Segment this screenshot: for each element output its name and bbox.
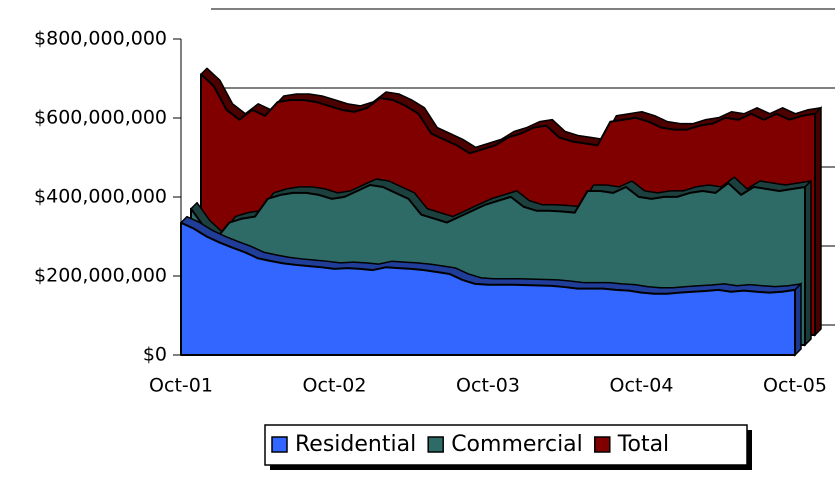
legend-swatch	[271, 436, 288, 453]
y-tick-label: $600,000,000	[34, 107, 167, 129]
y-tick-label: $0	[143, 344, 167, 366]
x-tick-label: Oct-01	[149, 375, 213, 397]
legend: Residential Commercial Total	[264, 424, 752, 470]
y-tick-label: $200,000,000	[34, 265, 167, 287]
legend-label: Commercial	[451, 432, 583, 457]
area	[180, 221, 796, 356]
legend-label: Residential	[295, 432, 416, 457]
y-tick-label: $800,000,000	[34, 28, 167, 50]
legend-label: Total	[617, 432, 669, 457]
y-tick-label: $400,000,000	[34, 186, 167, 208]
legend-swatch	[427, 436, 444, 453]
legend-box	[264, 424, 748, 466]
legend-swatch	[594, 436, 611, 453]
x-tick-label: Oct-04	[610, 375, 674, 397]
x-tick-label: Oct-02	[303, 375, 367, 397]
x-tick-label: Oct-05	[763, 375, 827, 397]
x-tick-label: Oct-03	[456, 375, 520, 397]
